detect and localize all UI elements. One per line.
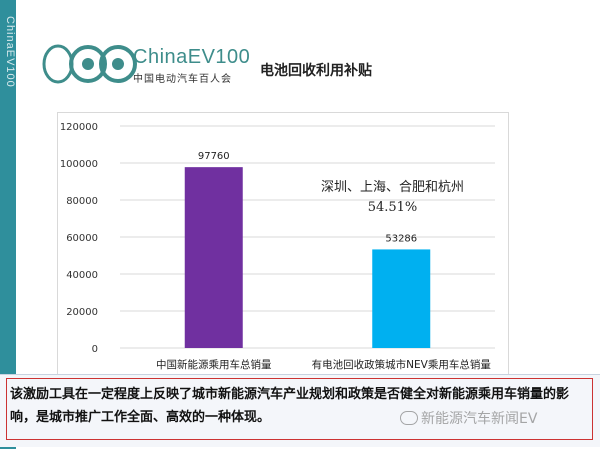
data-label: 97760 xyxy=(198,151,230,162)
side-strip xyxy=(0,0,16,449)
bar xyxy=(184,167,243,348)
side-brand-text: ChinaEV100 xyxy=(4,16,16,88)
y-tick-label: 0 xyxy=(92,344,98,355)
x-tick-label: 中国新能源乘用车总销量 xyxy=(156,358,272,371)
wechat-icon xyxy=(400,411,418,425)
x-tick-label: 有电池回收政策城市NEV乘用车总销量 xyxy=(312,358,492,371)
brand-subtitle: 中国电动汽车百人会 xyxy=(133,74,232,85)
brand-logo-icon xyxy=(42,44,137,84)
annotation-cities: 深圳、上海、合肥和杭州 xyxy=(320,180,464,195)
brand-name: ChinaEV100 xyxy=(133,46,251,68)
bottom-panel xyxy=(0,374,600,447)
page-title: 电池回收利用补贴 xyxy=(260,63,372,79)
bottom-text: 该激励工具在一定程度上反映了城市新能源汽车产业规划和政策是否健全对新能源乘用车销… xyxy=(10,387,570,425)
chart-frame xyxy=(57,112,509,376)
bar-chart: 0 20000 40000 60000 80000 100000 120000 97760 中国… xyxy=(60,122,495,371)
watermark: 新能源汽车新闻EV xyxy=(400,408,537,428)
annotation-percent: 54.51% xyxy=(367,200,418,215)
bottom-panel-border xyxy=(6,378,593,440)
chart-annotation: 深圳、上海、合肥和杭州 54.51% xyxy=(305,178,480,218)
bar xyxy=(372,249,431,348)
y-tick-label: 60000 xyxy=(66,233,98,244)
watermark-text: 新能源汽车新闻EV xyxy=(421,411,538,427)
y-tick-label: 100000 xyxy=(60,159,98,170)
data-label: 53286 xyxy=(385,233,417,244)
y-tick-label: 40000 xyxy=(66,270,98,281)
y-tick-label: 80000 xyxy=(66,196,98,207)
y-tick-label: 20000 xyxy=(66,307,98,318)
y-tick-label: 120000 xyxy=(60,122,98,133)
